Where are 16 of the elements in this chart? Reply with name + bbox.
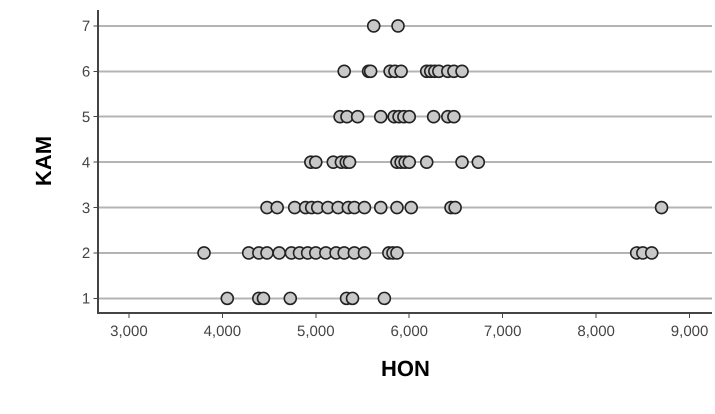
x-tick-label: 7,000 (484, 322, 522, 340)
x-tick-label: 5,000 (297, 322, 335, 340)
x-tick-label: 8,000 (577, 322, 615, 340)
x-tick-label: 9,000 (670, 322, 708, 340)
y-tick-label: 6 (82, 64, 90, 81)
y-tick-label: 3 (82, 200, 90, 217)
y-tick-label: 1 (82, 290, 90, 308)
y-axis-title: KAM (31, 136, 56, 186)
x-axis-title: HON (381, 356, 430, 382)
x-tick-label: 4,000 (204, 322, 242, 340)
x-tick-label: 3,000 (110, 322, 148, 340)
y-tick-label: 2 (82, 245, 90, 262)
y-tick-label: 7 (82, 18, 90, 36)
y-tick-label: 5 (82, 108, 90, 126)
x-tick-label: 6,000 (390, 322, 428, 340)
y-tick-label: 4 (82, 154, 90, 172)
